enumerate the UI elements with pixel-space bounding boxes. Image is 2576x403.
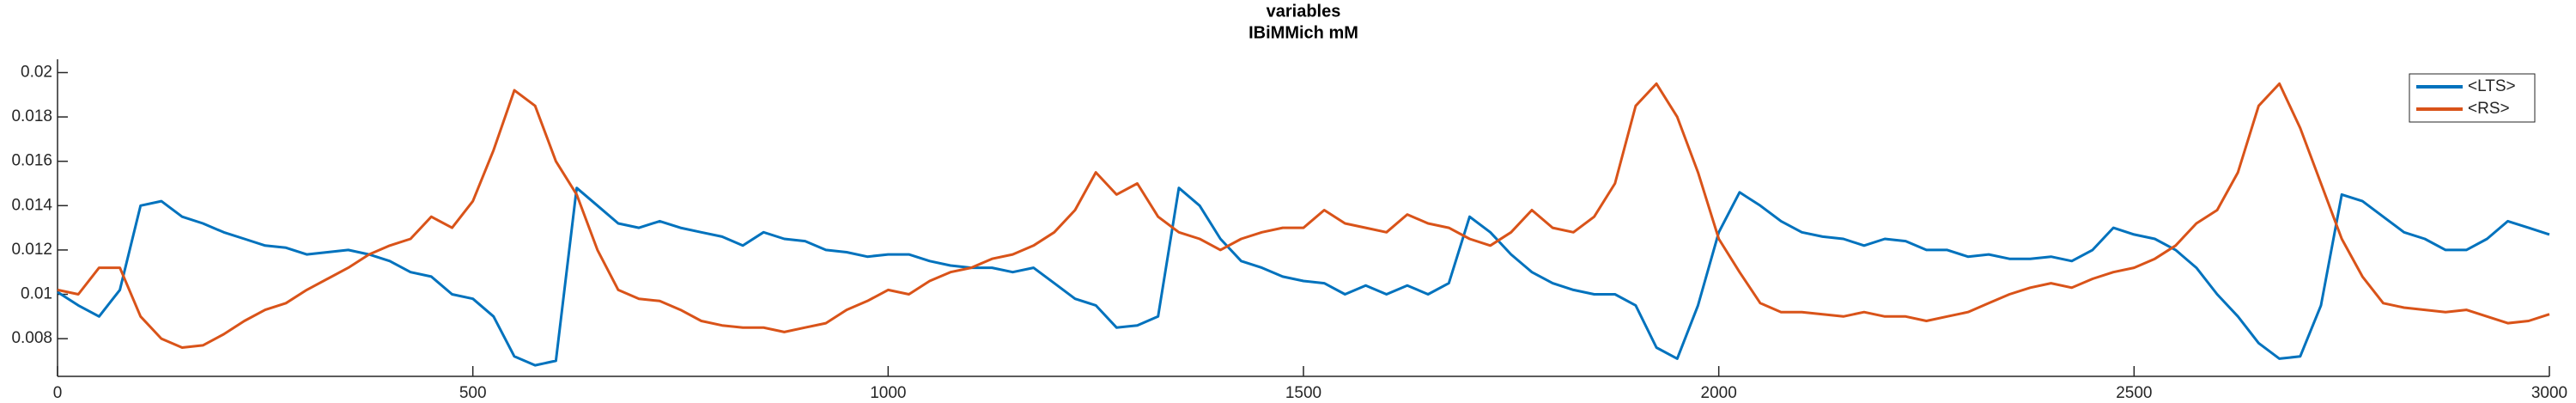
series-line — [57, 82, 2550, 349]
series-line — [57, 186, 2550, 367]
y-tick-label: 0.018 — [11, 107, 52, 125]
y-tick-label: 0.02 — [21, 63, 52, 81]
legend-label: <RS> — [2468, 100, 2510, 118]
y-tick-label: 0.008 — [11, 329, 52, 347]
x-tick-label: 500 — [459, 384, 487, 402]
legend-box — [2409, 73, 2536, 123]
chart-subtitle: IBiMMich mM — [1249, 23, 1358, 42]
chart-title: variables — [1267, 2, 1341, 21]
x-tick-label: 2500 — [2116, 384, 2152, 402]
y-tick-label: 0.014 — [11, 196, 52, 214]
y-tick-label: 0.012 — [11, 241, 52, 259]
x-tick-label: 0 — [53, 384, 63, 402]
x-tick-label: 3000 — [2531, 384, 2567, 402]
x-tick-label: 2000 — [1701, 384, 1737, 402]
y-tick-label: 0.016 — [11, 152, 52, 170]
x-tick-label: 1500 — [1285, 384, 1321, 402]
legend-label: <LTS> — [2468, 77, 2516, 95]
y-tick-label: 0.01 — [21, 285, 52, 303]
x-tick-label: 1000 — [870, 384, 906, 402]
